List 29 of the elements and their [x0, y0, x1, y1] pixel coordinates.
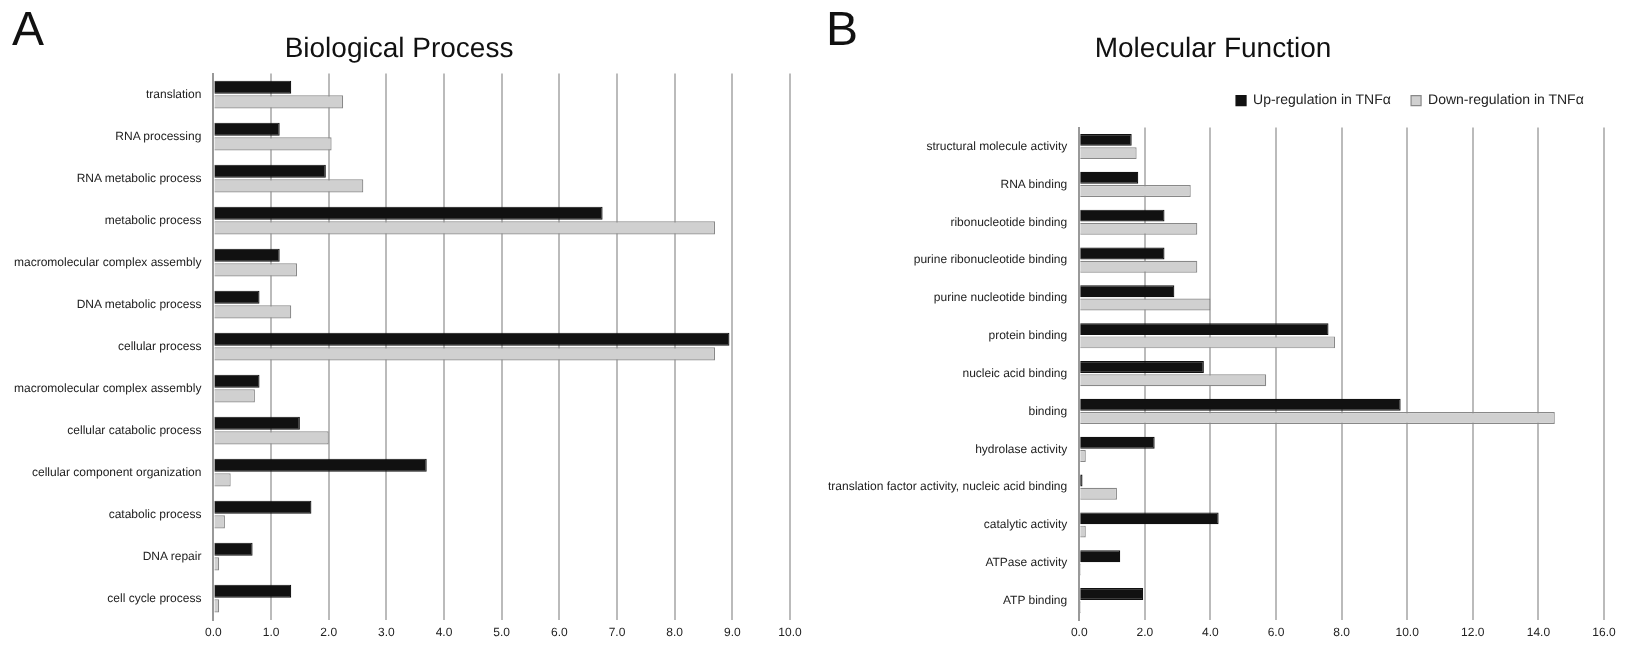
bar	[214, 542, 253, 556]
bar	[214, 206, 603, 220]
bar	[214, 164, 326, 178]
bar	[1080, 323, 1329, 336]
bar	[214, 80, 292, 94]
bar	[214, 122, 280, 136]
bar	[214, 458, 427, 472]
bar	[1080, 247, 1165, 260]
text: B	[826, 3, 859, 58]
bar	[214, 500, 312, 514]
bar	[1080, 285, 1175, 298]
bar	[1080, 361, 1204, 373]
bar	[1080, 209, 1165, 222]
bar	[214, 248, 280, 262]
chart-title: Molecular Function	[1094, 30, 1332, 63]
bar	[1080, 588, 1144, 601]
bar	[1080, 436, 1155, 449]
text: A	[12, 3, 45, 58]
bar	[1080, 133, 1132, 146]
bar	[1080, 550, 1121, 563]
bar	[1080, 171, 1139, 184]
bar	[214, 290, 260, 304]
chart-title: Biological Process	[284, 30, 514, 63]
bar	[214, 332, 730, 346]
bar	[214, 416, 300, 430]
bar	[214, 584, 292, 598]
bar	[1080, 512, 1219, 525]
bar	[214, 374, 260, 388]
bar	[1080, 398, 1401, 411]
